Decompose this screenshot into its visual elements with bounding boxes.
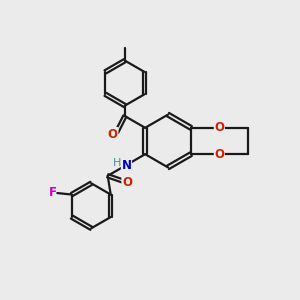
Text: O: O [214,121,224,134]
Text: O: O [108,128,118,141]
Text: H: H [112,158,121,168]
Text: O: O [214,148,224,161]
Text: N: N [122,158,131,172]
Text: O: O [122,176,132,189]
Text: F: F [49,186,57,199]
